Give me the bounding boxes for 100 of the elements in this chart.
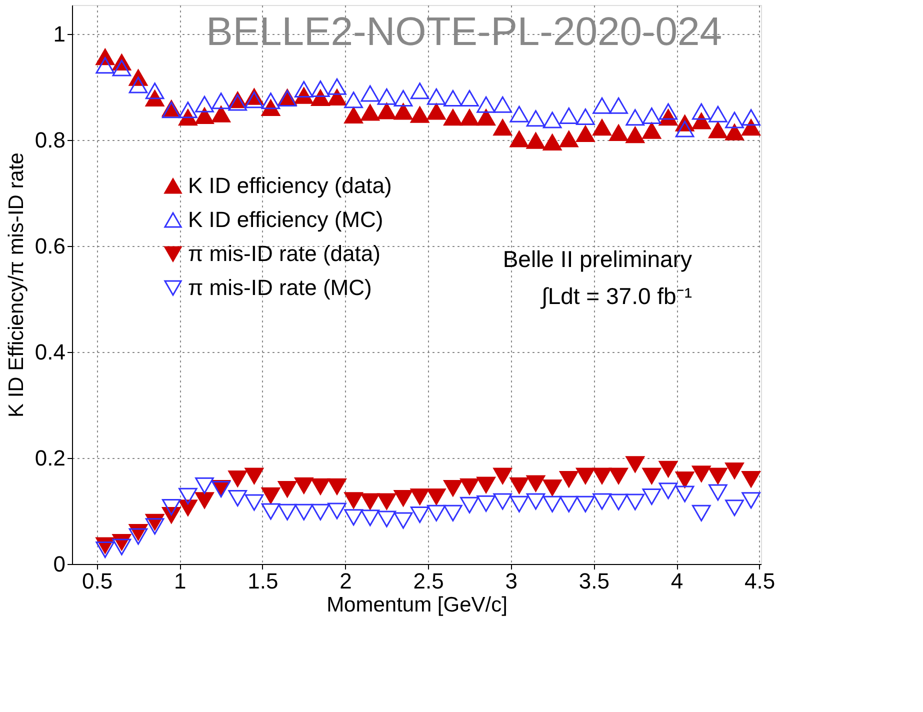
point [476, 495, 496, 512]
point [394, 90, 413, 107]
annotation: ∫Ldt = 37.0 fb⁻¹ [540, 283, 692, 309]
point [444, 480, 462, 496]
point [576, 126, 595, 142]
point [510, 496, 529, 512]
point [311, 80, 330, 97]
point [195, 107, 214, 124]
y-tick-label: 1 [53, 22, 66, 47]
point [742, 470, 760, 488]
point [426, 103, 446, 120]
point [410, 106, 430, 123]
point [460, 496, 479, 514]
point [261, 503, 280, 520]
y-tick-label: 0.4 [34, 340, 66, 365]
point [542, 496, 562, 512]
point [128, 76, 148, 94]
point [294, 477, 314, 494]
point [311, 504, 330, 520]
point [576, 468, 595, 484]
point [675, 472, 694, 488]
point [559, 107, 578, 124]
point [244, 92, 264, 108]
point [294, 80, 314, 98]
point [360, 85, 380, 102]
point [642, 122, 662, 139]
point [658, 103, 678, 120]
point [261, 92, 280, 110]
x-tick-label: 3.5 [578, 568, 610, 594]
point [626, 494, 645, 510]
point [178, 488, 198, 504]
point [426, 88, 446, 105]
point [559, 130, 578, 148]
point [228, 470, 248, 487]
point [328, 88, 346, 106]
point [493, 493, 512, 510]
point [426, 488, 446, 505]
point [244, 468, 264, 484]
point [410, 82, 430, 100]
point [460, 109, 479, 126]
point [609, 97, 628, 114]
point [642, 107, 662, 124]
point [178, 109, 198, 126]
point [708, 106, 728, 122]
point [642, 488, 662, 505]
point [725, 112, 744, 128]
point [510, 106, 529, 122]
point [410, 488, 430, 505]
legend-label: π mis-ID rate (MC) [188, 275, 372, 300]
point [278, 481, 297, 498]
point [725, 124, 744, 140]
point [675, 120, 694, 138]
point [725, 500, 744, 516]
y-axis-title: K ID Efficiency/π mis-ID rate [4, 152, 28, 418]
point [592, 119, 612, 136]
point [178, 102, 198, 118]
point [377, 88, 396, 105]
point [626, 126, 645, 144]
point [145, 82, 164, 100]
point [592, 468, 612, 484]
point [128, 528, 148, 545]
point [609, 468, 628, 484]
point [626, 456, 645, 473]
point [394, 490, 413, 507]
point [708, 122, 728, 138]
x-tick-label: 0.5 [82, 568, 113, 594]
point [145, 518, 164, 535]
point [708, 484, 728, 501]
point [444, 504, 462, 522]
x-tick-label: 2.5 [413, 568, 444, 594]
point [394, 512, 413, 529]
point [708, 468, 728, 484]
x-tick-label: 4.5 [744, 568, 776, 594]
point [609, 494, 628, 510]
point [626, 109, 645, 126]
point [592, 97, 612, 114]
point [328, 78, 346, 95]
point [112, 538, 132, 556]
point [311, 478, 330, 495]
point [444, 109, 462, 126]
point [642, 468, 662, 484]
point [725, 462, 744, 479]
annotation: BELLE2-NOTE-PL-2020-024 [206, 10, 722, 54]
point [592, 493, 612, 510]
x-tick-label: 1 [174, 568, 186, 594]
point [542, 479, 562, 496]
point [510, 130, 529, 148]
point [96, 541, 115, 558]
point [360, 510, 380, 526]
x-tick-label: 4 [670, 568, 684, 594]
point [742, 109, 760, 126]
point [526, 132, 546, 149]
point [493, 468, 512, 484]
point [377, 493, 396, 510]
point [328, 478, 346, 495]
point [510, 477, 529, 494]
point [410, 506, 430, 523]
x-tick-label: 3 [505, 568, 518, 594]
point [692, 112, 711, 130]
legend-label: K ID efficiency (data) [188, 173, 392, 198]
